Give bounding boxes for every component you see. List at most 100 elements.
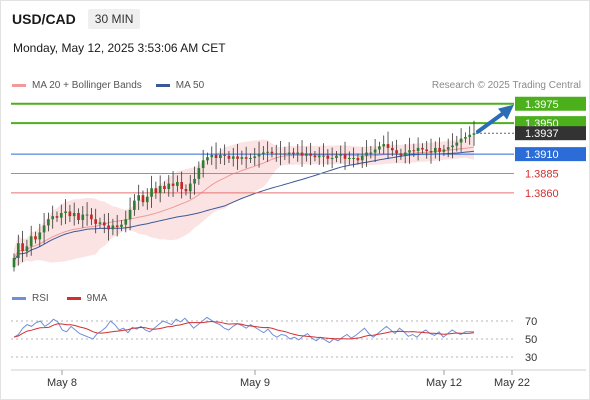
candle-body (102, 222, 106, 226)
current-price-tag (515, 126, 586, 141)
candle-body (154, 188, 158, 193)
candle-body (421, 147, 424, 150)
candle-body (455, 142, 459, 146)
candle-body (343, 154, 347, 159)
legend-ma50: MA 50 (155, 80, 205, 91)
candle-body (223, 154, 226, 156)
candle-body (305, 153, 308, 156)
chart-header: USD/CAD 30 MIN (12, 9, 141, 29)
candle-body (365, 152, 368, 156)
candle-body (313, 155, 317, 158)
candle-body (141, 195, 145, 203)
candle-body (403, 152, 407, 156)
candle-body (425, 149, 429, 152)
candle-body (214, 154, 218, 158)
price-legend: MA 20 + Bollinger Bands MA 50 (12, 80, 218, 91)
candle-body (150, 188, 153, 197)
legend-rsi: RSI (12, 293, 49, 304)
rsi-swatch (12, 297, 26, 300)
candle-body (369, 152, 373, 154)
candle-body (133, 200, 136, 210)
rsi-ma-swatch (66, 297, 81, 300)
ma50-swatch (155, 84, 170, 87)
rsi-label: RSI (32, 293, 49, 304)
rsi-legend: RSI 9MA (12, 293, 125, 304)
candle-body (240, 157, 244, 159)
rsi-level-label-70: 70 (525, 316, 537, 328)
candle-body (292, 152, 295, 155)
candle-body (21, 243, 24, 251)
legend-rsi-ma: 9MA (66, 293, 107, 304)
candle-body (300, 152, 304, 156)
x-tick-label: May 12 (426, 377, 462, 389)
bollinger-band (14, 134, 474, 268)
candle-body (262, 152, 265, 155)
level-label-1.3885: 1.3885 (525, 169, 559, 181)
candle-body (309, 153, 312, 156)
candle-body (51, 216, 55, 220)
candle-body (390, 147, 394, 151)
candle-body (249, 158, 252, 159)
candle-body (253, 156, 257, 158)
candle-body (184, 189, 188, 192)
candle-body (107, 225, 110, 230)
rsi-ma-line (13, 320, 475, 340)
candle-body (395, 150, 398, 154)
candle-body (77, 213, 80, 220)
candle-body (180, 182, 183, 189)
candle-body (34, 236, 37, 240)
candle-body (360, 155, 364, 161)
candle-body (167, 183, 171, 189)
candle-body (446, 147, 450, 150)
candle-body (459, 138, 463, 143)
ma50-label: MA 50 (175, 80, 205, 91)
candle-body (468, 134, 472, 138)
candle-body (163, 185, 166, 189)
candle-body (347, 158, 351, 159)
candle-body (227, 155, 231, 159)
candle-body (412, 150, 416, 152)
candle-body (64, 211, 67, 214)
candle-body (287, 152, 291, 155)
x-tick-label: May 8 (47, 377, 77, 389)
candle-body (464, 137, 467, 139)
candle-body (416, 147, 420, 152)
candle-body (339, 154, 343, 156)
candle-body (120, 224, 123, 227)
candle-body (90, 214, 93, 220)
candle-body (335, 155, 338, 158)
candle-body (326, 155, 330, 159)
rsi-level-label-50: 50 (525, 334, 537, 346)
candle-body (382, 144, 386, 147)
candle-body (296, 152, 300, 155)
candle-body (399, 153, 403, 156)
candle-body (137, 195, 141, 201)
candle-body (158, 185, 162, 193)
level-label-1.3910: 1.3910 (525, 149, 559, 161)
candle-body (236, 156, 239, 159)
candle-body (472, 133, 476, 135)
candle-body (386, 144, 390, 148)
candle-body (94, 219, 98, 224)
candle-body (193, 178, 196, 184)
candle-body (124, 219, 128, 225)
candle-body (270, 151, 274, 154)
candle-body (85, 214, 89, 216)
candle-body (210, 154, 214, 158)
x-tick-label: May 22 (494, 377, 530, 389)
level-label-1.3975: 1.3975 (525, 99, 559, 111)
rsi-level-label-30: 30 (525, 352, 537, 364)
x-tick-label: May 9 (240, 377, 270, 389)
candle-body (231, 156, 235, 159)
candle-body (201, 160, 205, 169)
credit-text: Research © 2025 Trading Central (431, 80, 581, 91)
candle-body (356, 158, 360, 161)
candle-body (279, 153, 282, 155)
candle-body (373, 149, 377, 153)
timeframe-badge[interactable]: 30 MIN (87, 9, 141, 29)
candle-body (322, 155, 325, 157)
candle-body (257, 154, 261, 157)
candle-body (72, 213, 76, 217)
candle-body (115, 225, 119, 227)
